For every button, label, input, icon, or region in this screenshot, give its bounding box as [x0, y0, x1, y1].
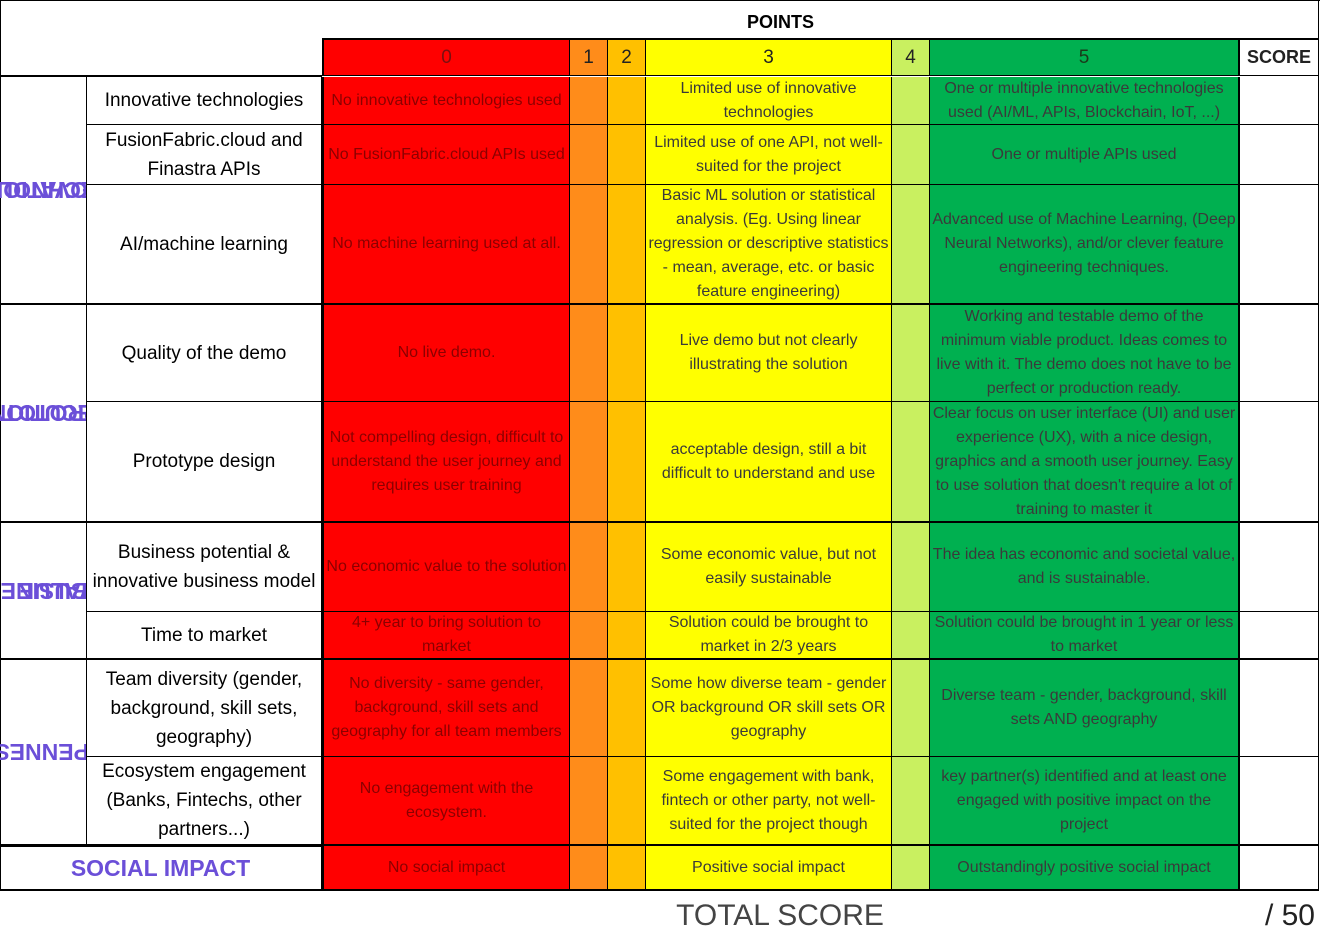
- criterion-score[interactable]: [1239, 77, 1319, 125]
- criterion-level-0: No economic value to the solution: [322, 523, 570, 612]
- criterion-level-3: Some engagement with bank, fintech or ot…: [646, 757, 892, 846]
- criterion-level-2: [608, 402, 646, 523]
- level-5-header: 5: [930, 38, 1239, 76]
- criterion-label: Business potential & innovative business…: [87, 523, 322, 612]
- social-impact-label: SOCIAL IMPACT: [0, 846, 322, 891]
- total-score-label: TOTAL SCORE: [676, 899, 884, 932]
- points-header: POINTS: [746, 11, 814, 32]
- criterion-score[interactable]: [1239, 125, 1319, 185]
- criterion-score[interactable]: [1239, 757, 1319, 846]
- criterion-level-0: No diversity - same gender, background, …: [322, 660, 570, 757]
- criterion-level-5: Advanced use of Machine Learning, (Deep …: [930, 185, 1239, 305]
- criterion-level-4: [892, 660, 930, 757]
- level-4-header: 4: [892, 38, 930, 76]
- category-prototype-execution: PROTOTYPEEXECUTION: [0, 305, 87, 523]
- criterion-score[interactable]: [1239, 612, 1319, 660]
- category-technology-innovation: TECHNOLOGYINNOVATION: [0, 77, 87, 305]
- criterion-level-4: [892, 757, 930, 846]
- criterion-level-1: [570, 185, 608, 305]
- criterion-label: Quality of the demo: [87, 305, 322, 402]
- criterion-label: Innovative technologies: [87, 77, 322, 125]
- score-header: SCORE: [1239, 38, 1319, 76]
- criterion-level-3: Live demo but not clearly illustrating t…: [646, 305, 892, 402]
- criterion-score[interactable]: [1239, 523, 1319, 612]
- criterion-level-4: [892, 125, 930, 185]
- level-1-header: 1: [570, 38, 608, 76]
- criterion-level-4: [892, 185, 930, 305]
- criterion-level-1: [570, 523, 608, 612]
- social-impact-score[interactable]: [1239, 846, 1319, 891]
- social-impact-level-5: Outstandingly positive social impact: [930, 846, 1239, 891]
- level-2-header: 2: [608, 38, 646, 76]
- criterion-level-5: One or multiple APIs used: [930, 125, 1239, 185]
- criterion-level-4: [892, 523, 930, 612]
- criterion-level-3: Limited use of one API, not well-suited …: [646, 125, 892, 185]
- criterion-level-0: No live demo.: [322, 305, 570, 402]
- criterion-level-1: [570, 660, 608, 757]
- social-impact-level-0: No social impact: [322, 846, 570, 891]
- criterion-label: FusionFabric.cloud and Finastra APIs: [87, 125, 322, 185]
- criterion-level-4: [892, 77, 930, 125]
- criterion-level-5: Clear focus on user interface (UI) and u…: [930, 402, 1239, 523]
- social-impact-level-2: [608, 846, 646, 891]
- criterion-level-3: Solution could be brought to market in 2…: [646, 612, 892, 660]
- left-border: [0, 0, 1, 891]
- criterion-level-5: Solution could be brought in 1 year or l…: [930, 612, 1239, 660]
- criterion-level-0: No engagement with the ecosystem.: [322, 757, 570, 846]
- criterion-level-5: Diverse team - gender, background, skill…: [930, 660, 1239, 757]
- criterion-level-3: Basic ML solution or statistical analysi…: [646, 185, 892, 305]
- criterion-level-5: Working and testable demo of the minimum…: [930, 305, 1239, 402]
- criterion-level-2: [608, 757, 646, 846]
- top-border: [0, 0, 1320, 1]
- category-business-value: BUSINESSVALUE: [0, 523, 87, 660]
- criterion-label: AI/machine learning: [87, 185, 322, 305]
- total-score-max: / 50: [1264, 899, 1315, 932]
- criterion-level-2: [608, 523, 646, 612]
- criterion-label: Team diversity (gender, background, skil…: [87, 660, 322, 757]
- criterion-label: Ecosystem engagement (Banks, Fintechs, o…: [87, 757, 322, 846]
- criterion-level-3: acceptable design, still a bit difficult…: [646, 402, 892, 523]
- criterion-level-3: Some how diverse team - gender OR backgr…: [646, 660, 892, 757]
- criterion-level-5: key partner(s) identified and at least o…: [930, 757, 1239, 846]
- header-divider: [0, 75, 322, 77]
- criterion-level-2: [608, 125, 646, 185]
- criterion-level-1: [570, 305, 608, 402]
- criterion-level-0: No FusionFabric.cloud APIs used: [322, 125, 570, 185]
- criterion-score[interactable]: [1239, 305, 1319, 402]
- social-impact-level-1: [570, 846, 608, 891]
- criterion-level-1: [570, 125, 608, 185]
- criterion-level-0: No innovative technologies used: [322, 77, 570, 125]
- social-impact-level-4: [892, 846, 930, 891]
- criterion-level-4: [892, 612, 930, 660]
- criterion-level-2: [608, 185, 646, 305]
- social-impact-level-3: Positive social impact: [646, 846, 892, 891]
- level-3-header: 3: [646, 38, 892, 76]
- criterion-level-2: [608, 612, 646, 660]
- criterion-label: Prototype design: [87, 402, 322, 523]
- criterion-level-5: The idea has economic and societal value…: [930, 523, 1239, 612]
- criterion-level-0: Not compelling design, difficult to unde…: [322, 402, 570, 523]
- criterion-level-0: 4+ year to bring solution to market: [322, 612, 570, 660]
- criterion-level-4: [892, 402, 930, 523]
- criterion-level-1: [570, 757, 608, 846]
- criterion-level-1: [570, 612, 608, 660]
- criterion-level-2: [608, 77, 646, 125]
- criterion-score[interactable]: [1239, 660, 1319, 757]
- level-0-header: 0: [322, 38, 570, 76]
- criterion-level-2: [608, 660, 646, 757]
- criterion-level-1: [570, 77, 608, 125]
- criterion-level-4: [892, 305, 930, 402]
- criterion-level-5: One or multiple innovative technologies …: [930, 77, 1239, 125]
- criterion-level-0: No machine learning used at all.: [322, 185, 570, 305]
- category-openness: OPENNESS: [0, 660, 87, 846]
- criterion-level-3: Limited use of innovative technologies: [646, 77, 892, 125]
- criterion-level-3: Some economic value, but not easily sust…: [646, 523, 892, 612]
- criterion-score[interactable]: [1239, 402, 1319, 523]
- criterion-level-2: [608, 305, 646, 402]
- criterion-score[interactable]: [1239, 185, 1319, 305]
- criterion-label: Time to market: [87, 612, 322, 660]
- criterion-level-1: [570, 402, 608, 523]
